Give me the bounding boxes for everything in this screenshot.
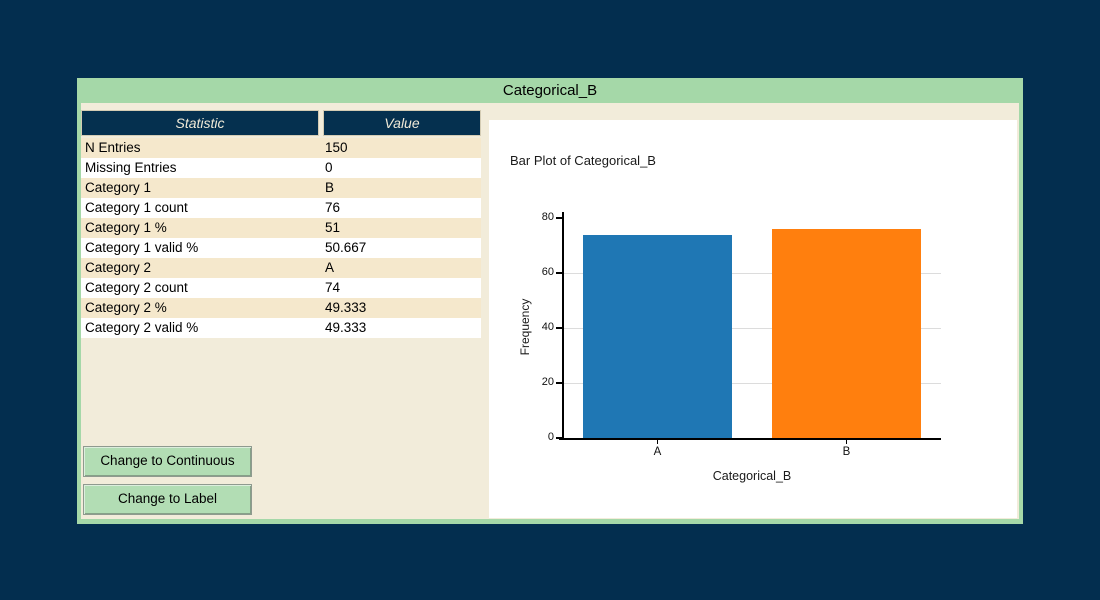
stats-table-header: Statistic Value: [81, 110, 481, 136]
stat-value: 49.333: [325, 300, 367, 315]
stat-value: 51: [325, 220, 341, 235]
stat-label: Category 1 valid %: [85, 240, 199, 255]
table-row: Category 1 B: [81, 178, 481, 198]
stat-value: 150: [325, 140, 348, 155]
x-tick-label: A: [653, 446, 662, 458]
window-body: Statistic Value N Entries 150 Missing Ent…: [81, 103, 1019, 519]
stats-table-body: N Entries 150 Missing Entries 0 Category 1…: [81, 138, 481, 338]
bar: [583, 234, 732, 438]
gridline: [563, 383, 941, 384]
stat-value: 74: [325, 280, 341, 295]
stat-label: Category 2 %: [85, 300, 167, 315]
table-row: Missing Entries 0: [81, 158, 481, 178]
x-tick: [845, 439, 848, 444]
change-to-continuous-button[interactable]: Change to Continuous: [83, 446, 252, 477]
y-tick: [556, 327, 562, 329]
chart-area: Bar Plot of Categorical_B Frequency Cate…: [489, 120, 1017, 518]
y-tick: [556, 437, 562, 439]
stat-value: B: [325, 180, 335, 195]
change-to-label-button[interactable]: Change to Label: [83, 484, 252, 515]
x-tick-label: B: [842, 446, 851, 458]
y-tick: [556, 382, 562, 384]
x-axis-label: Categorical_B: [712, 469, 792, 483]
stat-label: Missing Entries: [85, 160, 177, 175]
stat-value: 76: [325, 200, 341, 215]
table-row: Category 1 valid % 50.667: [81, 238, 481, 258]
stat-label: Category 1: [85, 180, 152, 195]
y-tick-label: 40: [541, 321, 554, 333]
stat-label: Category 1 count: [85, 200, 188, 215]
stat-value: 0: [325, 160, 333, 175]
y-tick: [556, 217, 562, 219]
y-axis-spine: [561, 212, 564, 439]
window-title-bar: Categorical_B: [77, 78, 1023, 103]
stat-label: N Entries: [85, 140, 141, 155]
table-row: Category 1 count 76: [81, 198, 481, 218]
x-tick: [656, 439, 659, 444]
stat-value: A: [325, 260, 335, 275]
y-tick-label: 60: [541, 266, 554, 278]
value-column-header: Value: [323, 110, 481, 136]
stat-value: 49.333: [325, 320, 367, 335]
y-tick-label: 80: [541, 211, 554, 223]
y-tick-label: 0: [547, 431, 554, 443]
y-tick-label: 20: [541, 376, 554, 388]
stat-label: Category 2 count: [85, 280, 188, 295]
bar: [772, 229, 921, 438]
table-row: Category 2 % 49.333: [81, 298, 481, 318]
x-axis-spine: [559, 437, 941, 440]
gridline: [563, 273, 941, 274]
stats-table: Statistic Value N Entries 150 Missing Ent…: [81, 110, 481, 338]
chart-title: Bar Plot of Categorical_B: [510, 153, 656, 168]
stat-label: Category 2: [85, 260, 152, 275]
table-row: Category 2 A: [81, 258, 481, 278]
table-row: Category 2 valid % 49.333: [81, 318, 481, 338]
variable-summary-window: Categorical_B Statistic Value N Entries 1…: [77, 78, 1023, 524]
stat-value: 50.667: [325, 240, 367, 255]
stat-label: Category 1 %: [85, 220, 167, 235]
table-row: Category 1 % 51: [81, 218, 481, 238]
gridline: [563, 328, 941, 329]
stat-label: Category 2 valid %: [85, 320, 199, 335]
statistic-column-header: Statistic: [81, 110, 319, 136]
table-row: Category 2 count 74: [81, 278, 481, 298]
y-tick: [556, 272, 562, 274]
table-row: N Entries 150: [81, 138, 481, 158]
window-title: Categorical_B: [502, 82, 598, 99]
